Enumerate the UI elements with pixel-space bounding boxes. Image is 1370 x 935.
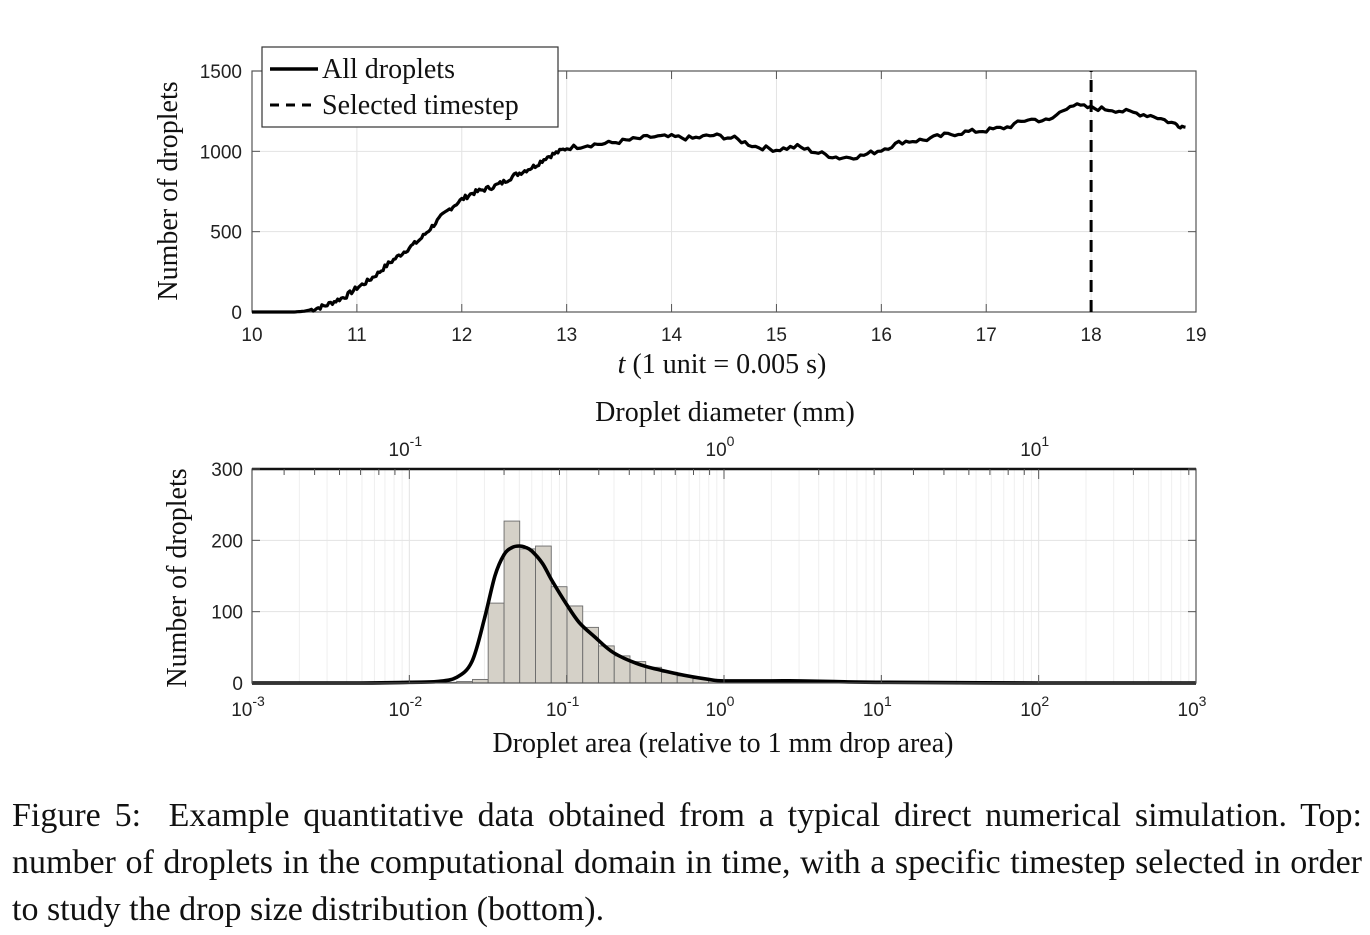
bottom-x-tick-label: 102 bbox=[1020, 693, 1049, 721]
top-y-tick-label: 500 bbox=[210, 223, 242, 244]
top-x-axis-label-diameter: Droplet diameter (mm) bbox=[595, 397, 855, 428]
top-x-tick-label: 13 bbox=[556, 325, 577, 346]
histogram-bar bbox=[487, 602, 505, 684]
top-x-tick-label: 12 bbox=[451, 325, 472, 346]
top-y-axis-label: Number of droplets bbox=[153, 81, 184, 300]
histogram-bars bbox=[440, 520, 741, 684]
bottom-y-tick-label: 200 bbox=[211, 531, 243, 552]
bottom-x-axis-label: Droplet area (relative to 1 mm drop area… bbox=[492, 728, 953, 759]
top-x-tick-label: 10 bbox=[241, 325, 262, 346]
top-x-tick-label: 14 bbox=[661, 325, 683, 346]
bottom-x-tick-label: 101 bbox=[863, 693, 892, 721]
legend: All droplets Selected timestep bbox=[261, 46, 559, 128]
bottom-x-tick-label: 10-3 bbox=[231, 693, 265, 721]
top-ticks: 10 11 12 13 14 15 16 17 18 19 0 500 1000 1500 bbox=[200, 62, 1207, 346]
top-x-tick-label: 19 bbox=[1185, 325, 1206, 346]
top-y-tick-label: 1500 bbox=[200, 62, 242, 83]
top-series bbox=[252, 71, 1186, 314]
top-x-axis-label: t (1 unit = 0.005 s) bbox=[618, 349, 827, 380]
top-axis-tick-label: 10-1 bbox=[389, 433, 423, 461]
top-x-tick-label: 11 bbox=[347, 325, 367, 346]
bottom-x-tick-label: 100 bbox=[706, 693, 735, 721]
bottom-y-tick-label: 100 bbox=[211, 603, 243, 624]
bottom-x-tick-label: 10-1 bbox=[546, 693, 580, 721]
top-plot-frame bbox=[251, 70, 1197, 313]
top-chart: 10 11 12 13 14 15 16 17 18 19 0 500 1000 1500 All dro… bbox=[153, 46, 1207, 380]
top-x-tick-label: 17 bbox=[976, 325, 997, 346]
bottom-chart: Droplet diameter (mm) 10-3 10-2 10-1 100 101… bbox=[162, 397, 1207, 759]
bottom-y-tick-label: 300 bbox=[211, 460, 243, 481]
bottom-ticks: 10-3 10-2 10-1 100 101 102 103 10-1 100 101 0 100 20… bbox=[211, 433, 1206, 721]
caption-text: Example quantitative data obtained from … bbox=[12, 797, 1362, 928]
top-x-tick-label: 18 bbox=[1081, 325, 1102, 346]
bottom-y-tick-label: 0 bbox=[232, 674, 243, 695]
top-x-tick-label: 15 bbox=[766, 325, 787, 346]
legend-box bbox=[261, 46, 559, 128]
top-y-tick-label: 0 bbox=[231, 303, 242, 324]
distribution-curve bbox=[251, 544, 1196, 685]
legend-item-all-droplets: All droplets bbox=[322, 54, 455, 85]
histogram-bar bbox=[519, 548, 536, 684]
legend-item-selected-timestep: Selected timestep bbox=[322, 90, 519, 121]
bottom-y-axis-label: Number of droplets bbox=[162, 468, 193, 687]
top-axis-tick-label: 101 bbox=[1020, 433, 1049, 461]
series-all-droplets bbox=[252, 102, 1186, 314]
top-axis-tick-label: 100 bbox=[706, 433, 735, 461]
histogram-bar bbox=[582, 626, 599, 684]
top-x-tick-label: 16 bbox=[871, 325, 892, 346]
distribution-curve-line bbox=[251, 544, 1196, 685]
bottom-gridlines bbox=[251, 468, 1197, 684]
top-y-tick-label: 1000 bbox=[200, 142, 242, 163]
caption-prefix: Figure 5: bbox=[12, 797, 142, 834]
bottom-x-tick-label: 103 bbox=[1178, 693, 1207, 721]
bottom-x-tick-label: 10-2 bbox=[389, 693, 423, 721]
figure-caption: Figure 5: Example quantitative data obta… bbox=[12, 792, 1362, 933]
